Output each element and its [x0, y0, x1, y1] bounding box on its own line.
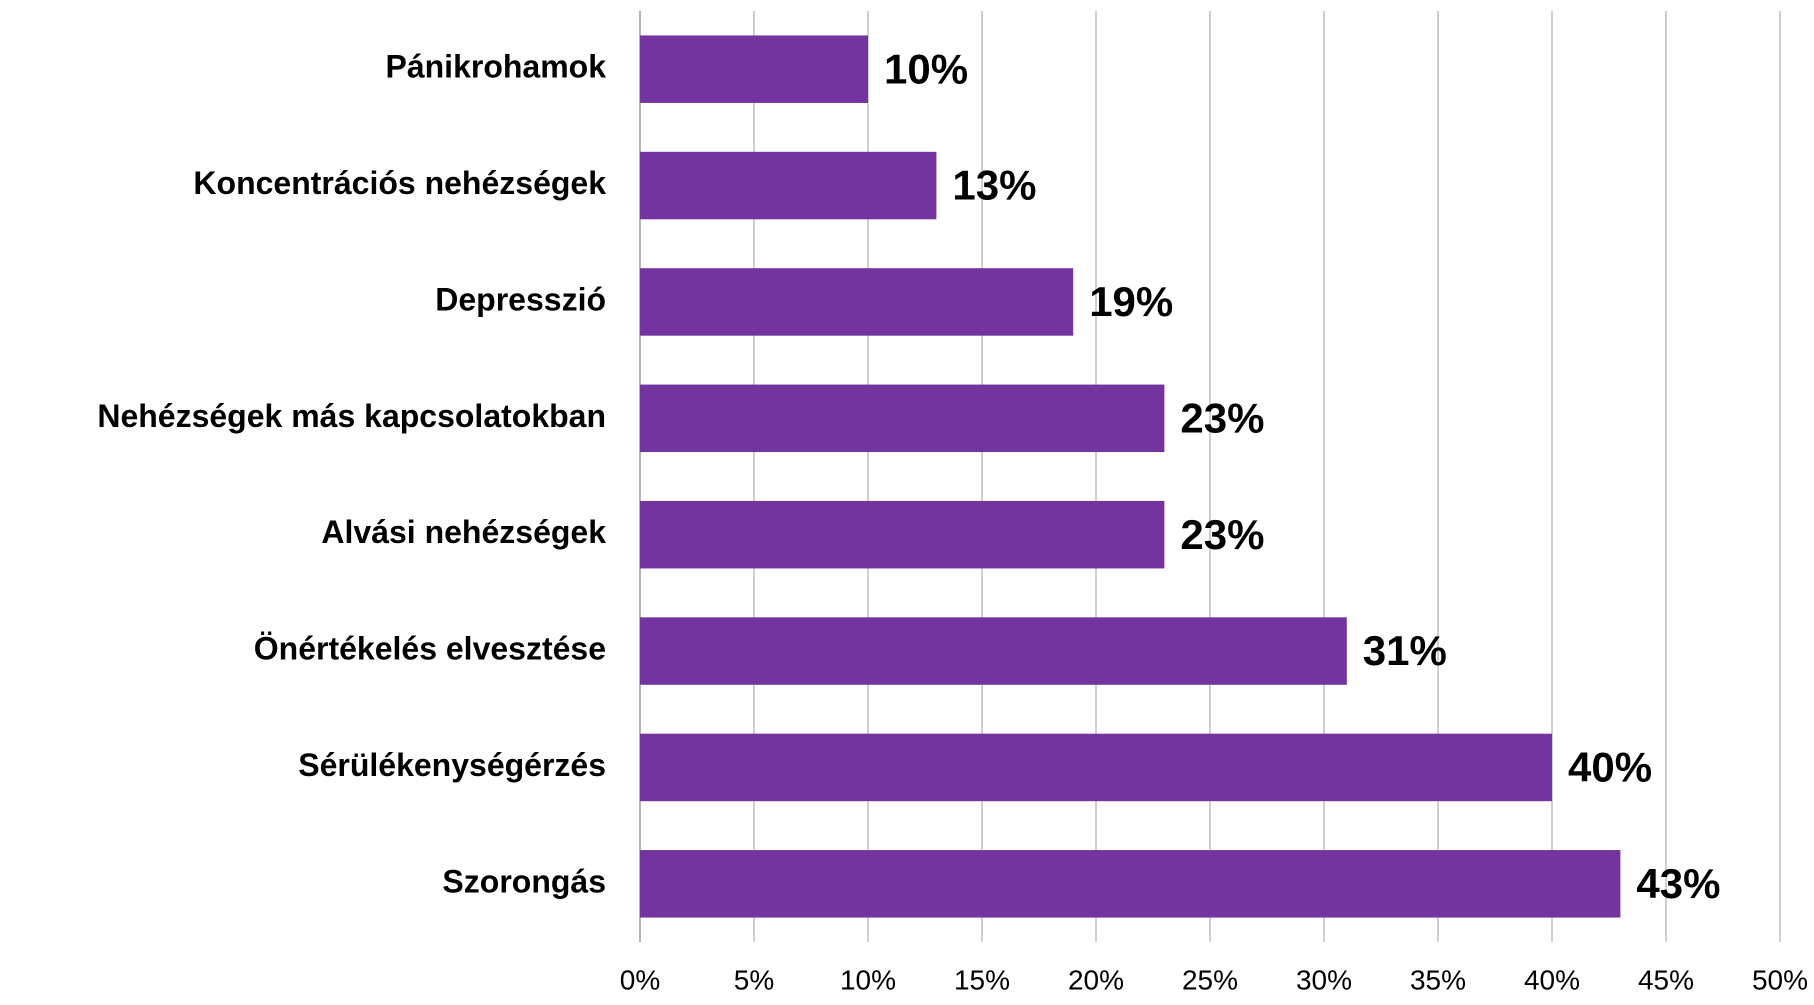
- data-label: 19%: [1089, 278, 1173, 325]
- data-label: 13%: [952, 162, 1036, 209]
- x-tick-label: 45%: [1638, 964, 1694, 995]
- y-tick-label: Önértékelés elvesztése: [254, 631, 606, 667]
- x-tick-label: 50%: [1752, 964, 1808, 995]
- bar: [640, 384, 1165, 453]
- bar: [640, 151, 937, 220]
- y-tick-label: Szorongás: [442, 863, 606, 899]
- x-tick-label: 40%: [1524, 964, 1580, 995]
- bar: [640, 850, 1621, 918]
- x-tick-label: 25%: [1182, 964, 1238, 995]
- bar: [640, 733, 1552, 802]
- y-tick-label: Koncentrációs nehézségek: [193, 165, 606, 201]
- y-tick-label: Alvási nehézségek: [321, 514, 606, 550]
- bar: [640, 268, 1074, 336]
- data-label: 31%: [1363, 627, 1447, 674]
- x-tick-label: 20%: [1068, 964, 1124, 995]
- bar: [640, 500, 1165, 569]
- data-label: 43%: [1636, 860, 1720, 907]
- y-tick-label: Depresszió: [435, 281, 606, 317]
- y-tick-label: Nehézségek más kapcsolatokban: [97, 398, 606, 434]
- bar: [640, 617, 1347, 685]
- data-label: 40%: [1568, 744, 1652, 791]
- data-label: 23%: [1180, 394, 1264, 441]
- data-label: 23%: [1180, 511, 1264, 558]
- y-tick-label: Sérülékenységérzés: [298, 747, 606, 783]
- x-tick-label: 5%: [734, 964, 774, 995]
- x-tick-label: 10%: [840, 964, 896, 995]
- x-tick-label: 35%: [1410, 964, 1466, 995]
- x-tick-label: 0%: [620, 964, 660, 995]
- x-tick-label: 30%: [1296, 964, 1352, 995]
- x-tick-label: 15%: [954, 964, 1010, 995]
- y-tick-label: Pánikrohamok: [385, 49, 606, 85]
- bar: [640, 35, 868, 103]
- data-label: 10%: [884, 45, 968, 92]
